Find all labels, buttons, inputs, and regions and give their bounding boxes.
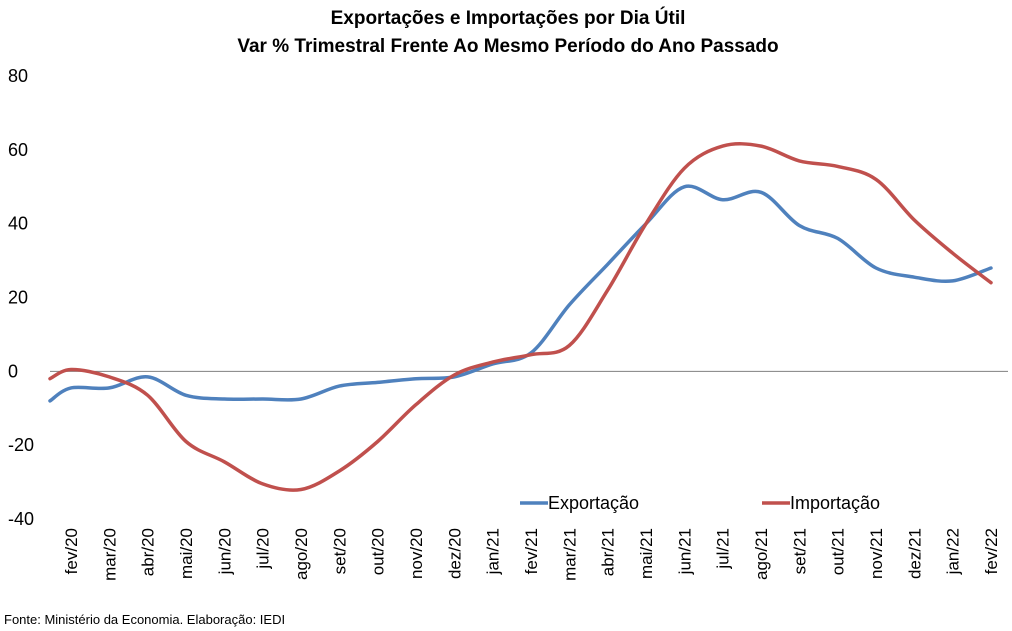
x-tick-label: jan/21 (484, 528, 503, 575)
chart-title: Exportações e Importações por Dia Útil (331, 7, 686, 29)
y-tick-label: 40 (8, 214, 28, 234)
series-line-exportacao (48, 184, 993, 403)
x-tick-label: dez/20 (445, 528, 464, 579)
plot-area (48, 142, 993, 492)
x-tick-label: jun/20 (215, 528, 234, 575)
series-line-importacao (48, 142, 993, 492)
y-tick-label: 0 (8, 361, 18, 381)
y-tick-label: -40 (8, 509, 34, 529)
y-tick-label: 20 (8, 288, 28, 308)
x-tick-label: mai/21 (637, 528, 656, 579)
x-tick-label: set/21 (790, 528, 809, 574)
legend-label: Importação (790, 493, 880, 513)
x-tick-label: nov/21 (867, 528, 886, 579)
x-tick-label: jun/21 (675, 528, 694, 575)
x-tick-label: mar/20 (100, 528, 119, 581)
y-axis: 80 60 40 20 0 -20 -40 (8, 66, 34, 529)
x-tick-label: set/20 (330, 528, 349, 574)
source-note: Fonte: Ministério da Economia. Elaboraçã… (4, 612, 285, 627)
x-tick-label: fev/20 (62, 528, 81, 574)
x-tick-label: abr/21 (599, 528, 618, 576)
x-tick-label: mai/20 (177, 528, 196, 579)
x-tick-label: jul/20 (254, 528, 273, 570)
x-tick-label: jul/21 (714, 528, 733, 570)
legend-label: Exportação (548, 493, 639, 513)
y-tick-label: 80 (8, 66, 28, 86)
x-tick-label: jan/22 (944, 528, 963, 575)
x-tick-label: fev/22 (982, 528, 1001, 574)
y-tick-label: 60 (8, 140, 28, 160)
x-tick-label: abr/20 (139, 528, 158, 576)
y-tick-label: -20 (8, 435, 34, 455)
x-tick-label: out/21 (829, 528, 848, 575)
x-tick-label: mar/21 (560, 528, 579, 581)
x-tick-label: out/20 (369, 528, 388, 575)
x-tick-label: ago/21 (752, 528, 771, 580)
x-tick-label: dez/21 (905, 528, 924, 579)
x-tick-label: fev/21 (522, 528, 541, 574)
legend: Exportação Importação (520, 493, 880, 513)
chart-subtitle: Var % Trimestral Frente Ao Mesmo Período… (237, 36, 778, 57)
x-tick-label: nov/20 (407, 528, 426, 579)
x-axis: fev/20 mar/20 abr/20 mai/20 jun/20 jul/20 ago/… (62, 528, 1001, 581)
x-tick-label: ago/20 (292, 528, 311, 580)
